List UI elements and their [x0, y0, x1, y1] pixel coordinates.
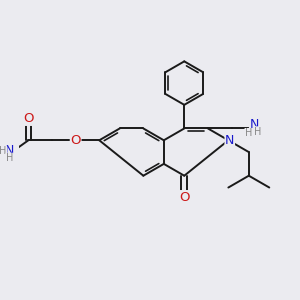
- Text: H: H: [245, 128, 252, 139]
- Text: O: O: [70, 134, 81, 147]
- Text: O: O: [179, 191, 190, 204]
- Text: H: H: [0, 146, 7, 156]
- Text: H: H: [6, 153, 13, 163]
- Text: O: O: [23, 112, 34, 125]
- Text: H: H: [254, 127, 262, 137]
- Text: N: N: [5, 144, 14, 157]
- Text: N: N: [250, 118, 259, 131]
- Text: N: N: [225, 134, 234, 147]
